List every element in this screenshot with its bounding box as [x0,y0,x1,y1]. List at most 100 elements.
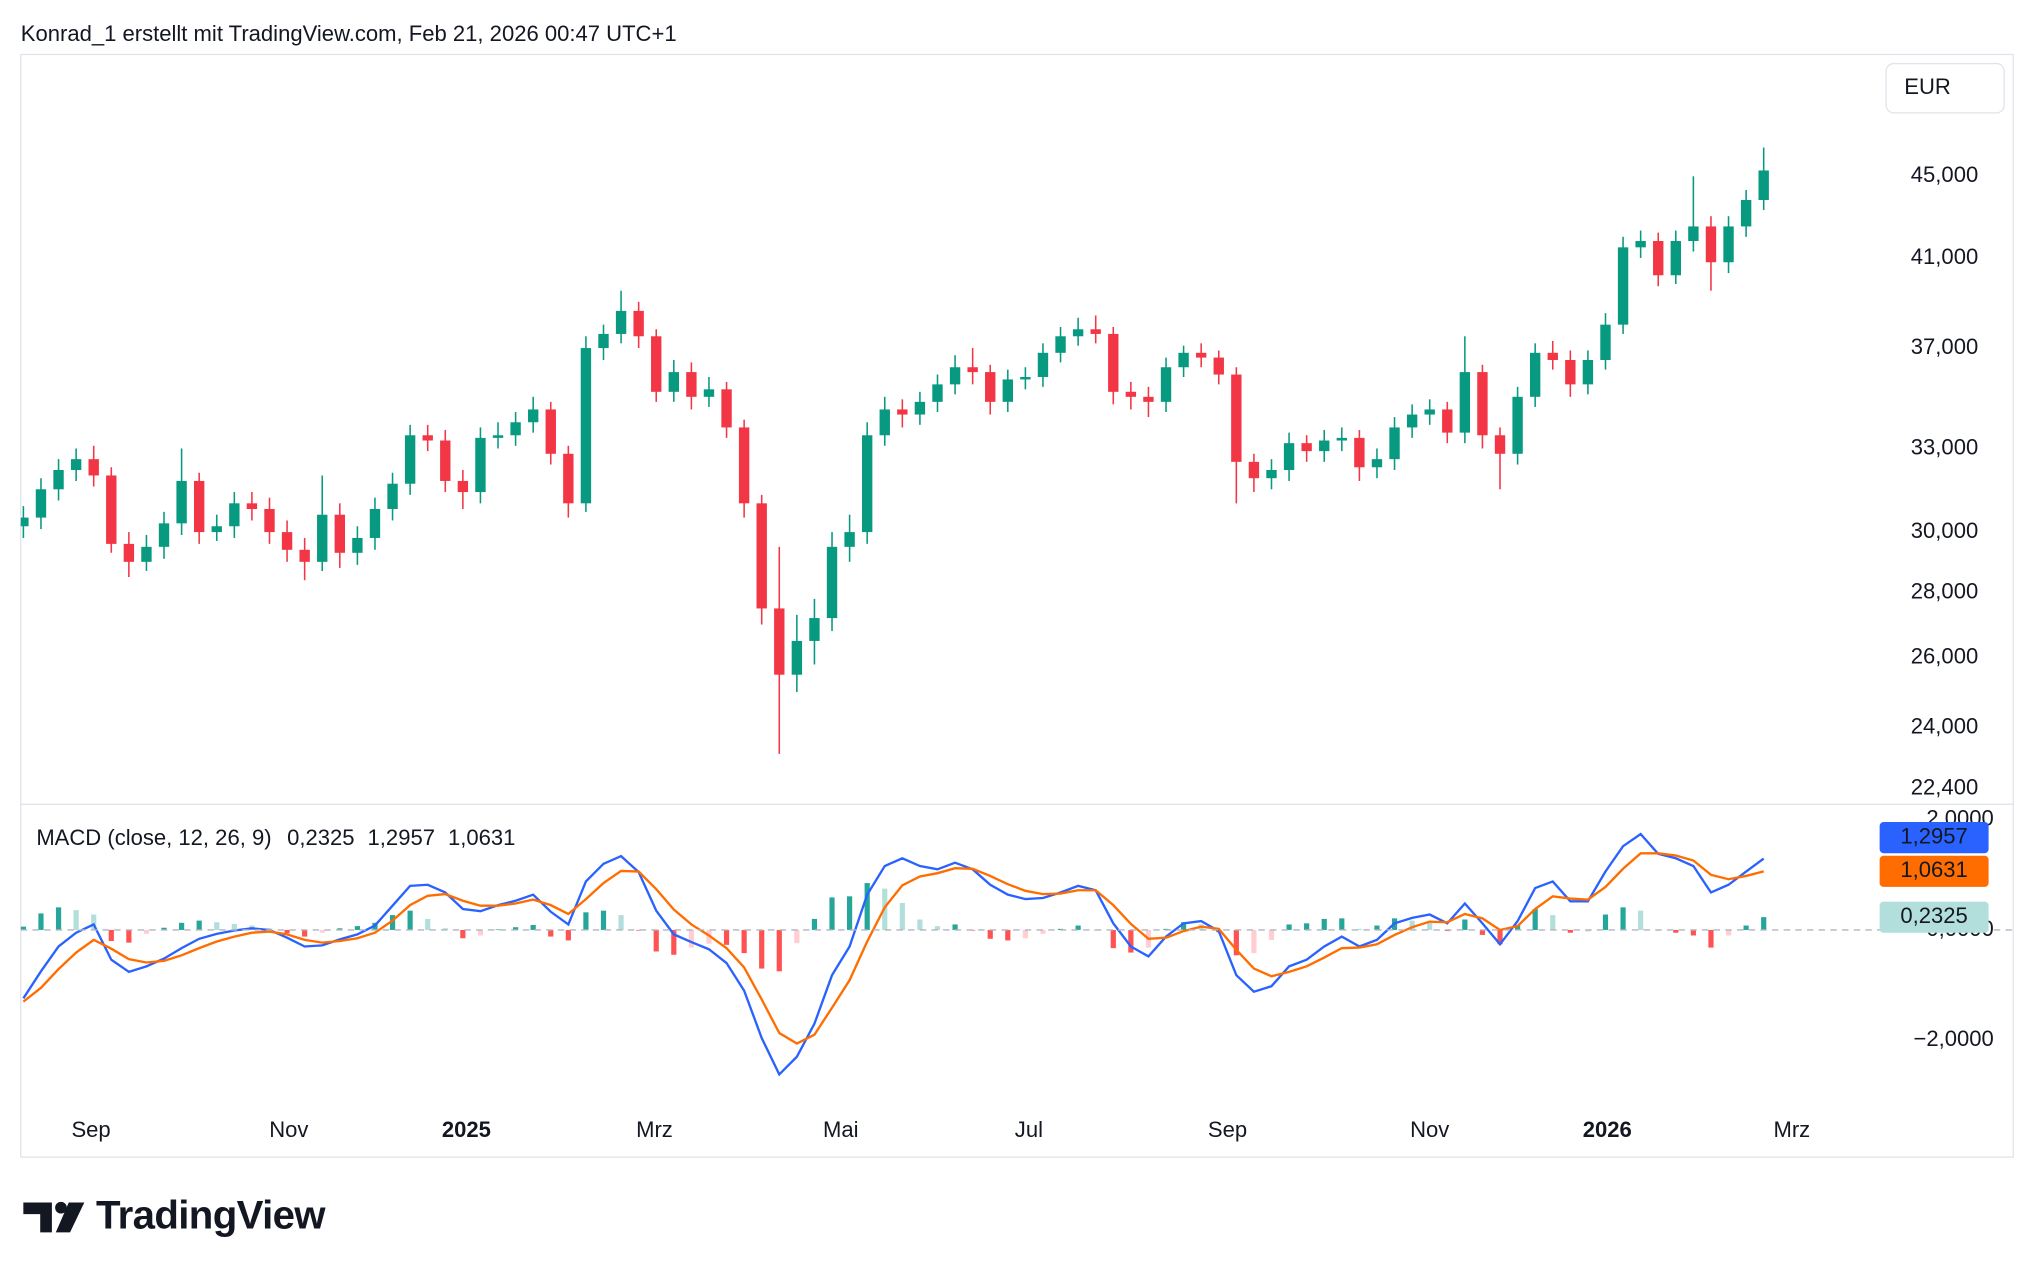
candle-body [229,503,240,527]
currency-box [1885,62,2005,114]
x-tick-label: Sep [71,1117,110,1142]
candle-body [352,537,363,553]
candle-body [1389,427,1400,460]
candle-body [1108,333,1119,392]
y-tick-label: 28,000 [1911,578,1978,603]
histogram-bar [741,929,747,954]
candle-body [1617,247,1629,325]
candle-body [176,480,187,524]
candle-body [985,372,996,402]
y-tick-label: 24,000 [1911,714,1978,739]
histogram-bar [55,907,62,930]
logo-text: TradingView [96,1193,326,1238]
histogram-bar [1233,929,1239,956]
histogram-bar [1040,929,1046,934]
candle-body [1547,352,1558,360]
histogram-bar [636,929,642,931]
candle-body [1231,374,1242,462]
x-tick-label: Jul [1015,1117,1043,1142]
candle-body [897,409,908,415]
candle-body [53,469,64,490]
candle-body [967,367,978,373]
histogram-bar [653,929,659,952]
candle-body [1600,324,1611,360]
histogram-bar [425,918,431,930]
y-tick-label: 45,000 [1911,162,1978,187]
frame [20,53,2014,1158]
histogram-bar [600,910,607,930]
candle-body [35,489,47,518]
candle-body [598,333,609,349]
y-tick-label: 22,400 [1911,774,1978,799]
price-badge-label: 1,2957 [1900,823,1967,848]
candle-body [651,336,662,392]
candle-body [387,483,398,509]
candle-body [1723,226,1734,263]
histogram-bar [1532,909,1538,930]
candle-body [369,508,381,538]
histogram-bar [1181,922,1187,930]
legend-value: 0,2325 [287,825,354,850]
x-tick-label: Nov [1410,1117,1449,1142]
histogram-bar [302,929,308,937]
histogram-bar [1673,929,1679,933]
histogram-bar [1602,914,1609,930]
candle-body [826,546,838,619]
header: Konrad_1 erstellt mit TradingView.com, F… [21,21,677,46]
histogram-bar [1110,929,1116,949]
macd-line [22,852,1764,1045]
candle-body [20,517,29,527]
histogram-bar [1005,929,1011,941]
histogram-bar [1690,929,1696,936]
histogram-bar [196,920,202,930]
histogram-bar [1550,915,1556,930]
histogram-bar [20,926,26,930]
histogram-bar [73,910,79,930]
candle-body [1565,359,1576,385]
candle-body [492,435,504,438]
histogram-bar [161,927,167,930]
histogram-bar [917,919,923,930]
y-tick-label: 33,000 [1911,434,1978,459]
indicator-title: MACD (close, 12, 26, 9) [36,825,271,850]
histogram-bar [319,929,325,933]
histogram-bar [1515,924,1521,930]
candle-body [1442,409,1453,433]
candle-body [1055,336,1066,353]
logo-mark [55,1202,85,1233]
candle-body [422,435,433,441]
candle-body [264,508,275,533]
y-tick-label: 26,000 [1911,643,1978,668]
histogram-bar [1075,925,1081,930]
histogram-bar [143,929,150,934]
x-tick-label: Nov [269,1117,308,1142]
histogram-bar [214,922,220,930]
candle-body [580,348,592,504]
legend-value: 1,2957 [368,825,435,850]
candle-body [1283,443,1295,470]
candle-body [123,543,135,562]
histogram-bar [759,929,765,969]
candle-body [1635,241,1646,248]
price-badge [1879,822,1989,854]
histogram-bar [38,913,44,930]
x-tick-label: Sep [1208,1117,1247,1142]
candle-body [193,480,205,533]
histogram-bar [1620,907,1626,930]
candle-body [106,475,117,544]
histogram-bar [1268,929,1275,940]
candle-body [527,409,539,423]
x-tick-label: Mrz [1773,1117,1810,1142]
histogram-bar [442,928,448,930]
candle-body [317,514,328,562]
candle-body [211,526,222,533]
candle-body [738,427,750,504]
histogram-bar [1286,924,1292,930]
candle-body [1195,352,1207,358]
x-tick-label: Mrz [636,1117,673,1142]
histogram-bar [688,929,694,948]
candle-body [1336,437,1347,441]
price-badge-label: 0,2325 [1900,903,1967,928]
